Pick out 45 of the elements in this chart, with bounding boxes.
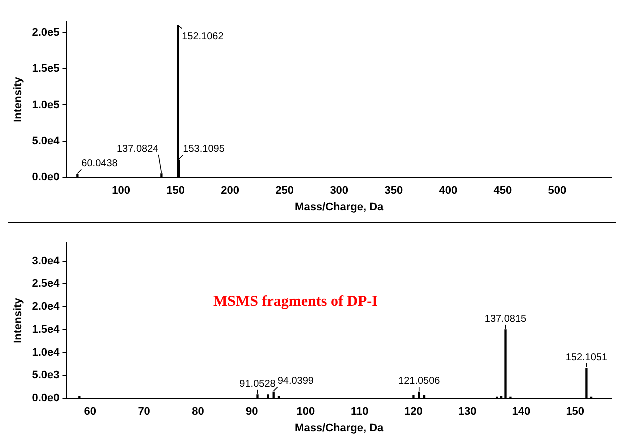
annotation: MSMS fragments of DP-I [213,294,378,310]
x-tick-label: 130 [458,406,477,418]
annotation: 94.0399 [278,376,314,388]
y-tick-label: 2.0e5 [32,26,60,39]
x-tick-label: 150 [166,185,185,198]
annotation: 152.1062 [182,32,224,43]
x-tick-label: 90 [246,406,258,418]
x-tick-label: 120 [404,406,423,418]
y-axis-title: Intensity [12,297,25,344]
y-tick-label: 0.0e0 [32,392,60,405]
y-tick-label: 1.0e4 [32,346,61,359]
x-tick-label: 300 [330,185,349,198]
y-tick-label: 2.0e4 [32,301,61,314]
y-tick-label: 0.0e0 [32,172,60,184]
x-tick-label: 60 [84,406,97,418]
x-tick-label: 500 [548,185,567,198]
annotation: 121.0506 [398,376,441,388]
x-tick-label: 250 [276,185,294,198]
annotation: 137.0824 [116,144,160,155]
x-tick-label: 400 [439,185,458,198]
y-tick-label: 5.0e3 [32,370,60,382]
annotation: 153.1095 [183,144,226,156]
x-tick-label: 200 [221,185,240,198]
x-axis-title: Mass/Charge, Da [295,422,385,434]
y-axis-title: Intensity [12,76,25,122]
annotation: 91.0528 [240,378,276,390]
y-tick-label: 5.0e4 [32,135,61,148]
x-tick-label: 150 [566,406,585,418]
x-tick-label: 350 [384,185,404,198]
y-tick-label: 1.5e5 [32,63,60,76]
annotation: 60.0438 [82,158,118,170]
x-axis-title: Mass/Charge, Da [295,201,385,214]
annotation: 152.1051 [566,352,608,364]
x-tick-label: 70 [138,406,150,418]
annotation: 137.0815 [484,314,528,325]
y-tick-label: 1.5e4 [32,324,61,336]
x-tick-label: 450 [494,185,512,198]
x-tick-label: 100 [296,406,316,418]
x-tick-label: 80 [192,406,204,418]
x-tick-label: 140 [512,406,531,418]
x-tick-label: 100 [112,185,130,198]
y-tick-label: 2.5e4 [32,278,61,290]
y-tick-label: 1.0e5 [32,99,60,112]
y-tick-label: 3.0e4 [32,255,61,268]
x-tick-label: 110 [350,406,369,418]
